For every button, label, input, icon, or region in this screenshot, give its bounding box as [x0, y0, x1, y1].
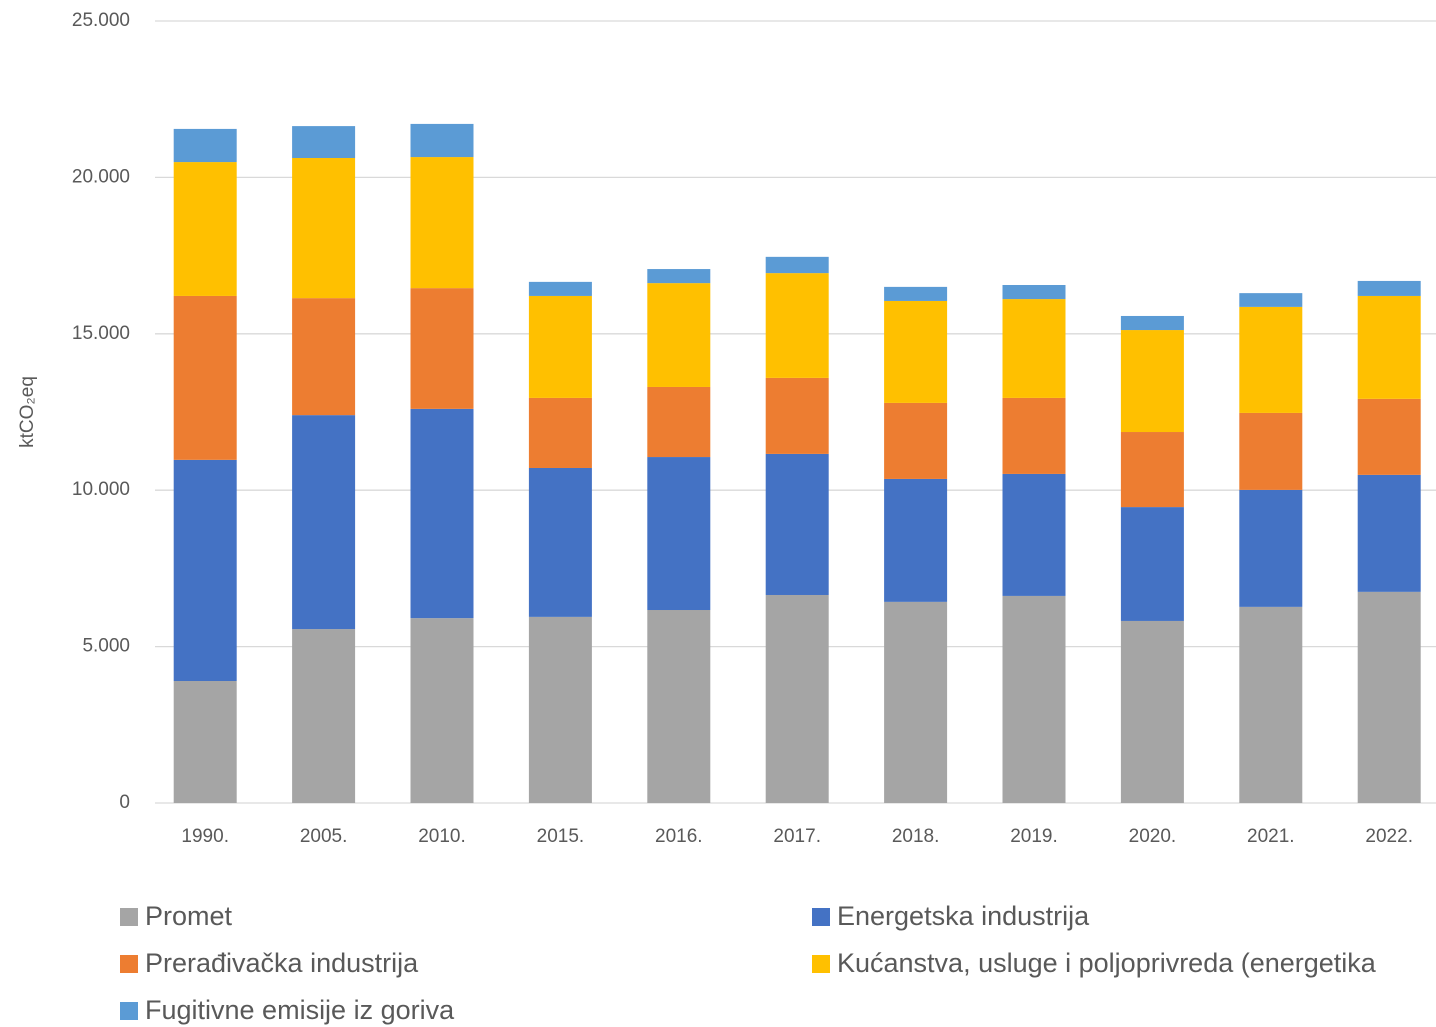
bar-segment	[1002, 397, 1066, 474]
bar-segment	[410, 288, 474, 409]
bar-segment	[1357, 591, 1421, 803]
y-tick-label: 20.000	[72, 166, 130, 187]
bar-segment	[647, 457, 711, 611]
bar-segment	[173, 295, 237, 460]
legend-swatch	[120, 908, 138, 926]
bar-segment	[173, 162, 237, 296]
bar-segment	[765, 377, 829, 454]
y-tick-label: 5.000	[82, 636, 130, 657]
bar-segment	[647, 610, 711, 803]
bar-segment	[1002, 595, 1066, 803]
bar-segment	[173, 459, 237, 682]
bar-segment	[173, 681, 237, 803]
bar-segment	[1239, 606, 1303, 803]
x-tick-label: 2019.	[1010, 826, 1058, 847]
legend-label: Fugitivne emisije iz goriva	[145, 995, 455, 1025]
legend-swatch	[812, 955, 830, 973]
legend-swatch	[812, 908, 830, 926]
bar-segment	[173, 128, 237, 163]
bar-segment	[1357, 280, 1421, 296]
bar-segment	[884, 286, 948, 301]
bar-segment	[1357, 295, 1421, 399]
bar-segment	[410, 157, 474, 289]
x-tick-label: 1990.	[181, 826, 229, 847]
bar-segment	[292, 629, 356, 803]
bar-segment	[292, 415, 356, 630]
legend-swatch	[120, 955, 138, 973]
legend-swatch	[120, 1002, 138, 1020]
bar-segment	[528, 281, 592, 296]
bar-segment	[1120, 315, 1184, 331]
legend-label: Prerađivačka industrija	[145, 948, 419, 978]
bar-segment	[528, 467, 592, 617]
y-tick-label: 25.000	[72, 10, 130, 31]
x-tick-label: 2021.	[1247, 826, 1295, 847]
bar-segment	[765, 453, 829, 595]
bar-segment	[765, 273, 829, 378]
x-tick-label: 2015.	[537, 826, 585, 847]
bar-segment	[647, 269, 711, 284]
x-tick-label: 2022.	[1365, 826, 1413, 847]
bar-segment	[1120, 507, 1184, 621]
bar-segment	[292, 298, 356, 416]
bar-segment	[528, 616, 592, 803]
bar-segment	[528, 397, 592, 468]
bar-segment	[1120, 432, 1184, 508]
bar-segment	[292, 158, 356, 299]
bar-segment	[410, 408, 474, 619]
bar-segment	[765, 594, 829, 803]
y-axis-label: ktCO₂eq	[17, 376, 38, 448]
x-tick-label: 2017.	[773, 826, 821, 847]
bar-segment	[1002, 473, 1066, 596]
x-tick-label: 2016.	[655, 826, 703, 847]
bar-segment	[1002, 299, 1066, 398]
bar-segment	[410, 123, 474, 158]
bar-segment	[1002, 285, 1066, 300]
bar-segment	[410, 618, 474, 803]
legend-label: Energetska industrija	[837, 901, 1090, 931]
legend-label: Kućanstva, usluge i poljoprivreda (energ…	[837, 948, 1377, 978]
bar-segment	[1120, 620, 1184, 803]
bar-segment	[884, 300, 948, 403]
bar-segment	[765, 256, 829, 274]
bar-segment	[884, 402, 948, 479]
bar-segment	[884, 478, 948, 602]
legend-label: Promet	[145, 901, 233, 931]
bar-segment	[292, 126, 356, 159]
bar-segment	[1239, 489, 1303, 607]
x-tick-label: 2010.	[418, 826, 466, 847]
x-tick-label: 2005.	[300, 826, 348, 847]
bar-segment	[884, 601, 948, 803]
bar-segment	[1357, 398, 1421, 475]
bar-segment	[647, 283, 711, 387]
bar-segment	[528, 295, 592, 398]
bar-segment	[647, 386, 711, 458]
y-tick-label: 10.000	[72, 479, 130, 500]
bar-segment	[1239, 306, 1303, 413]
bar-segment	[1239, 293, 1303, 307]
x-tick-label: 2018.	[892, 826, 940, 847]
bar-segment	[1357, 474, 1421, 592]
bar-segment	[1120, 330, 1184, 433]
x-tick-label: 2020.	[1129, 826, 1177, 847]
bar-segment	[1239, 412, 1303, 490]
y-tick-label: 0	[119, 792, 130, 813]
y-tick-label: 15.000	[72, 323, 130, 344]
